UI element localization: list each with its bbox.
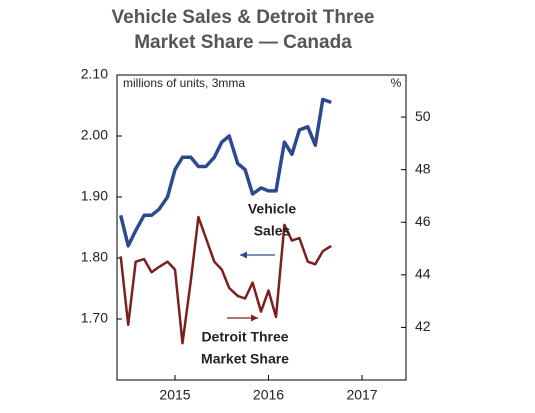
chart-title: Vehicle Sales & Detroit Three — [112, 7, 375, 28]
chart-title: Market Share — Canada — [134, 32, 352, 53]
annotation-arrowhead — [240, 251, 247, 259]
y-tick-label: 1.70 — [81, 310, 108, 326]
y-tick-label: 2.10 — [81, 66, 108, 82]
series-label: Vehicle — [248, 201, 296, 217]
series-line — [119, 215, 332, 345]
plot-frame — [116, 74, 407, 381]
y-tick-label: 2.00 — [81, 127, 108, 143]
y2-tick-label: 50 — [415, 108, 431, 124]
x-tick-label: 2017 — [346, 387, 377, 403]
series-label: Detroit Three — [201, 329, 288, 345]
annotation-arrowhead — [251, 314, 258, 322]
series-line — [119, 97, 332, 248]
y-axis-label: millions of units, 3mma — [123, 76, 245, 90]
y2-tick-label: 44 — [415, 266, 431, 282]
y2-tick-label: 46 — [415, 213, 431, 229]
series-label: Sales — [254, 223, 291, 239]
x-tick-label: 2016 — [253, 387, 284, 403]
y-tick-label: 1.80 — [81, 249, 108, 265]
series-label: Market Share — [201, 351, 289, 367]
y2-tick-label: 42 — [415, 318, 431, 334]
y-tick-label: 1.90 — [81, 188, 108, 204]
y2-tick-label: 48 — [415, 160, 431, 176]
x-tick-label: 2015 — [159, 387, 190, 403]
y2-axis-label: % — [391, 76, 402, 90]
